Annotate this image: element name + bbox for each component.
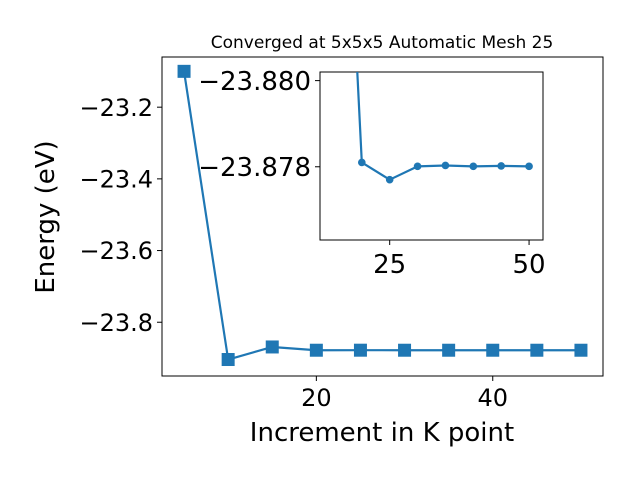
main-x-tick-label: 40 <box>477 384 508 412</box>
main-data-point <box>442 343 456 357</box>
inset-y-tick-label: −23.878 <box>198 153 311 183</box>
inset-x-tick-label: 25 <box>373 250 406 280</box>
inset-x-tick-label: 50 <box>513 250 546 280</box>
y-axis-label: Energy (eV) <box>31 140 61 293</box>
inset-data-point <box>413 162 422 171</box>
main-data-point <box>353 343 367 357</box>
inset-y-tick-label: −23.880 <box>198 67 311 97</box>
main-data-point <box>530 343 544 357</box>
main-data-point <box>177 64 191 78</box>
inset-data-point <box>469 162 478 171</box>
main-plot-frame <box>161 56 604 377</box>
main-data-point <box>309 343 323 357</box>
inset-data-point <box>441 161 450 170</box>
main-series-line <box>182 71 581 361</box>
inset-series-line <box>356 72 530 181</box>
main-data-series <box>177 64 588 367</box>
x-axis-label: Increment in K point <box>250 418 514 448</box>
inset-data-point <box>497 162 505 170</box>
main-y-tick-label: −23.2 <box>79 94 153 122</box>
inset-data-point <box>358 158 366 167</box>
inset-axis-ticks: 25 50 −23.880 −23.878 <box>198 67 545 280</box>
chart-title: Converged at 5x5x5 Automatic Mesh 25 <box>211 33 554 53</box>
main-data-point <box>486 343 500 357</box>
main-x-tick-label: 20 <box>301 384 332 412</box>
main-data-point <box>265 340 279 354</box>
main-data-point <box>221 353 235 367</box>
main-y-tick-label: −23.6 <box>79 237 153 265</box>
main-y-tick-label: −23.8 <box>79 309 153 337</box>
inset-data-point <box>525 162 533 171</box>
main-axis-ticks: 20 40 −23.2 −23.4 −23.6 −23.8 <box>79 94 508 412</box>
main-y-tick-label: −23.4 <box>79 166 153 194</box>
main-data-point <box>574 343 588 357</box>
inset-plot-frame <box>319 71 544 241</box>
inset-data-series <box>356 72 533 184</box>
main-data-point <box>398 343 412 357</box>
inset-data-point <box>385 175 394 184</box>
